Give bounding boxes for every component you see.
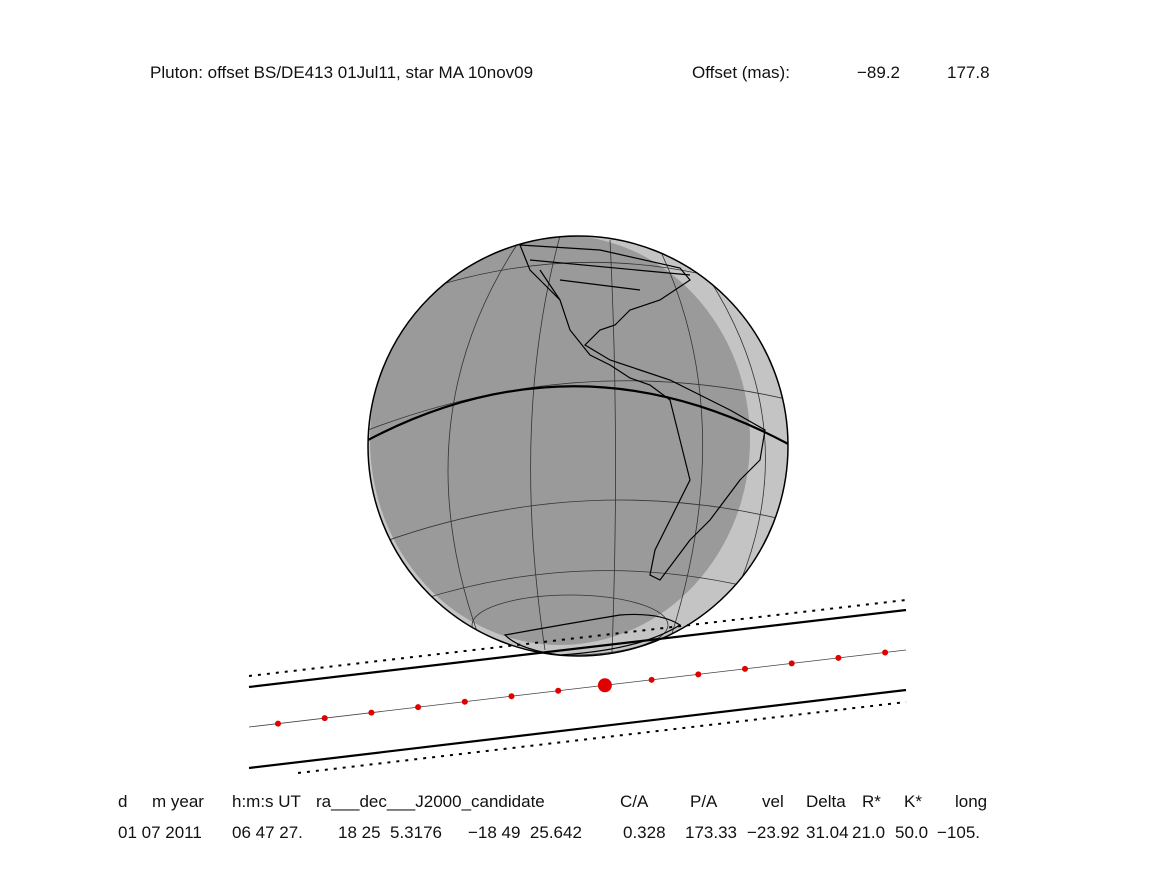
table-header: long: [955, 792, 987, 811]
latitude-line: [419, 570, 741, 601]
table-header: C/A: [620, 792, 649, 811]
time-dot: [695, 671, 702, 678]
time-dot: [788, 660, 795, 667]
time-dot: [555, 687, 562, 694]
latitude-line: [368, 380, 788, 431]
time-dot: [461, 698, 468, 705]
central-time-dot: [597, 678, 612, 693]
latitude-line: [374, 499, 786, 546]
time-dot: [275, 720, 281, 727]
table-cell: 21.0: [852, 823, 885, 842]
equator: [368, 385, 788, 446]
title: Pluton: offset BS/DE413 01Jul11, star MA…: [150, 63, 533, 82]
time-dot: [321, 715, 328, 722]
borders: [529, 259, 691, 301]
occultation-track: [248, 599, 907, 774]
table-cell: 06 47 27.: [232, 823, 303, 842]
offset-value: −89.2: [857, 63, 900, 82]
table-cell: 31.04: [806, 823, 849, 842]
globe: [367, 235, 789, 657]
table-cell: 50.0: [895, 823, 928, 842]
time-dot: [415, 704, 422, 711]
meridian: [530, 236, 561, 651]
table-cell: −105.: [937, 823, 980, 842]
meridian: [609, 239, 616, 653]
continent: [519, 244, 766, 581]
latitude-line: [471, 594, 669, 656]
night-side: [370, 236, 750, 645]
track-center: [248, 649, 907, 728]
track-limit: [248, 608, 907, 689]
table-cell: −18 49 25.642: [468, 823, 582, 842]
track-limit: [248, 688, 907, 770]
table-header: P/A: [690, 792, 718, 811]
meridian: [659, 249, 704, 641]
table-cell: 173.33: [685, 823, 737, 842]
time-dot: [508, 693, 515, 700]
globe-outline: [367, 235, 789, 657]
time-dot: [368, 709, 375, 716]
table-cell: 0.328: [623, 823, 666, 842]
table-header: ra___dec___J2000_candidate: [316, 792, 545, 811]
time-dot: [742, 665, 748, 672]
offset-label: Offset (mas):: [692, 63, 790, 82]
table-cell: −23.92: [747, 823, 799, 842]
table-cell: 18 25 5.3176: [338, 823, 442, 842]
time-dot: [648, 676, 655, 683]
track-limit-dotted: [297, 701, 907, 774]
table-cell: 01 07 2011: [118, 823, 202, 842]
time-dot: [882, 649, 889, 656]
table-header: vel: [762, 792, 784, 811]
table-header: R*: [862, 792, 881, 811]
event-table: d m year h:m:s UT ra___dec___J2000_candidat…: [118, 792, 987, 842]
meridian: [447, 239, 521, 641]
table-header: d: [118, 792, 127, 811]
table-header: K*: [904, 792, 922, 811]
offset-value: 177.8: [947, 63, 990, 82]
table-header: Delta: [806, 792, 846, 811]
table-header: m year: [152, 792, 204, 811]
track-limit-dotted: [248, 599, 907, 677]
time-dot: [835, 654, 842, 661]
table-header: h:m:s UT: [232, 792, 301, 811]
